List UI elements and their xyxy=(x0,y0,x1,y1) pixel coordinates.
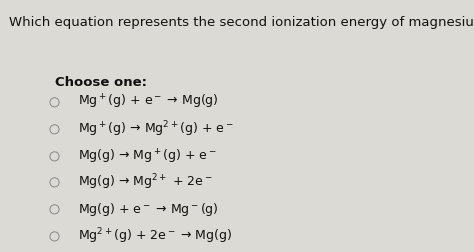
Text: Mg$^+$(g) + e$^-$ → Mg(g): Mg$^+$(g) + e$^-$ → Mg(g) xyxy=(78,93,219,111)
Text: Mg(g) + e$^-$ → Mg$^-$(g): Mg(g) + e$^-$ → Mg$^-$(g) xyxy=(78,201,219,218)
Text: Mg$^{2+}$(g) + 2e$^-$ → Mg(g): Mg$^{2+}$(g) + 2e$^-$ → Mg(g) xyxy=(78,227,232,246)
Text: Mg(g) → Mg$^{2+}$ + 2e$^-$: Mg(g) → Mg$^{2+}$ + 2e$^-$ xyxy=(78,173,213,192)
Text: Mg$^+$(g) → Mg$^{2+}$(g) + e$^-$: Mg$^+$(g) → Mg$^{2+}$(g) + e$^-$ xyxy=(78,119,234,139)
Text: Which equation represents the second ionization energy of magnesium?: Which equation represents the second ion… xyxy=(9,16,474,28)
Text: Choose one:: Choose one: xyxy=(55,76,146,89)
Text: Mg(g) → Mg$^+$(g) + e$^-$: Mg(g) → Mg$^+$(g) + e$^-$ xyxy=(78,147,217,166)
